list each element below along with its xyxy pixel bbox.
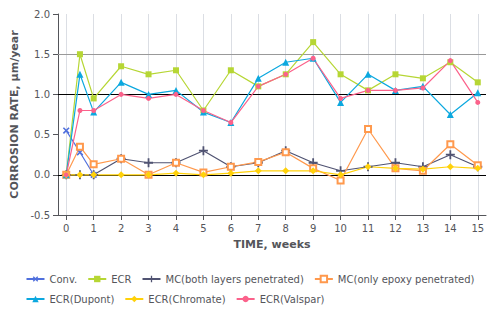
svg-text:MC(only epoxy penetrated): MC(only epoxy penetrated)	[338, 274, 475, 285]
svg-text:-0.5: -0.5	[30, 210, 50, 221]
svg-text:14: 14	[444, 223, 457, 234]
svg-text:11: 11	[362, 223, 375, 234]
svg-text:1.5: 1.5	[34, 49, 50, 60]
svg-text:5: 5	[200, 223, 206, 234]
svg-text:10: 10	[334, 223, 347, 234]
svg-text:1: 1	[90, 223, 96, 234]
svg-text:ECR(Chromate): ECR(Chromate)	[148, 294, 225, 305]
svg-text:2: 2	[118, 223, 124, 234]
svg-text:MC(both layers penetrated): MC(both layers penetrated)	[166, 274, 304, 285]
svg-text:0.0: 0.0	[34, 169, 50, 180]
svg-text:ECR: ECR	[111, 274, 131, 285]
svg-text:12: 12	[389, 223, 402, 234]
svg-text:0: 0	[63, 223, 69, 234]
svg-text:4: 4	[173, 223, 179, 234]
svg-text:0.5: 0.5	[34, 129, 50, 140]
svg-text:CORROSION RATE, μm/year: CORROSION RATE, μm/year	[8, 30, 21, 199]
svg-text:9: 9	[310, 223, 316, 234]
svg-text:7: 7	[255, 223, 261, 234]
svg-text:2.0: 2.0	[34, 9, 50, 20]
svg-text:Conv.: Conv.	[49, 274, 77, 285]
svg-text:3: 3	[145, 223, 151, 234]
svg-text:ECR(Valspar): ECR(Valspar)	[260, 294, 325, 305]
svg-text:TIME, weeks: TIME, weeks	[233, 238, 310, 251]
svg-text:8: 8	[283, 223, 289, 234]
svg-text:1.0: 1.0	[34, 89, 50, 100]
svg-text:ECR(Dupont): ECR(Dupont)	[49, 294, 114, 305]
svg-text:6: 6	[228, 223, 234, 234]
svg-text:13: 13	[417, 223, 430, 234]
svg-text:15: 15	[471, 223, 484, 234]
